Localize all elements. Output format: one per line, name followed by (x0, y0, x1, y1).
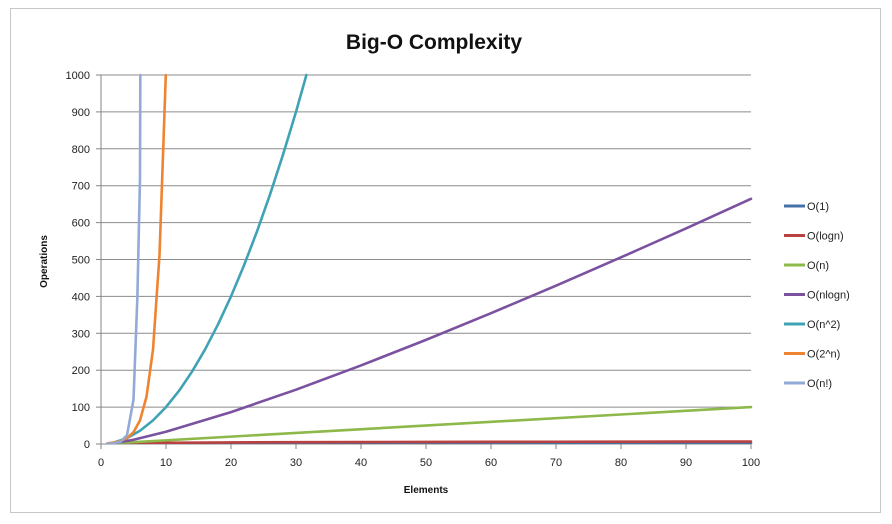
x-tick-label: 50 (420, 457, 432, 469)
x-tick-label: 30 (290, 457, 302, 469)
series-line-O(n) (106, 405, 753, 444)
y-tick-label: 500 (72, 255, 90, 267)
legend-label: O(n!) (807, 378, 832, 390)
y-tick-label: 600 (72, 218, 90, 230)
y-tick-label: 1000 (66, 70, 90, 82)
legend: O(1) O(logn) O(n) O(nlogn) O(n^2) O(2^n) O(n!) (784, 201, 850, 390)
x-tick-label: 60 (485, 457, 497, 469)
y-tick-label: 900 (72, 107, 90, 119)
legend-label: O(nlogn) (807, 290, 850, 302)
legend-label: O(n) (807, 260, 829, 272)
series-line-O(n^2) (106, 73, 308, 444)
series-line-O(n!) (106, 73, 142, 444)
series-line-O(nlogn) (106, 197, 753, 444)
x-tick-label: 70 (550, 457, 562, 469)
legend-label: O(n^2) (807, 319, 840, 331)
y-tick-label: 800 (72, 144, 90, 156)
series-lines (106, 73, 753, 444)
x-tick-label: 80 (615, 457, 627, 469)
x-tick-label: 0 (98, 457, 104, 469)
x-tick-label: 90 (680, 457, 692, 469)
grid-lines (101, 74, 751, 408)
x-tick-label: 20 (225, 457, 237, 469)
x-axis-label: Elements (404, 485, 449, 496)
legend-label: O(logn) (807, 231, 844, 243)
axes (96, 74, 752, 449)
y-tick-label: 400 (72, 291, 90, 303)
chart-frame (10, 8, 881, 513)
legend-label: O(2^n) (807, 349, 840, 361)
y-tick-label: 200 (72, 365, 90, 377)
chart-title: Big-O Complexity (346, 31, 523, 54)
x-tick-labels: 0 10 20 30 40 50 60 70 80 90 100 (98, 457, 760, 469)
y-tick-label: 100 (72, 402, 90, 414)
legend-label: O(1) (807, 201, 829, 213)
x-tick-label: 100 (742, 457, 760, 469)
y-tick-label: 0 (84, 439, 90, 451)
y-tick-label: 700 (72, 181, 90, 193)
x-tick-label: 40 (355, 457, 367, 469)
y-tick-label: 300 (72, 328, 90, 340)
y-axis-label: Operations (39, 235, 50, 288)
y-tick-labels: 0 100 200 300 400 500 600 700 800 900 1000 (66, 70, 90, 451)
x-tick-label: 10 (160, 457, 172, 469)
